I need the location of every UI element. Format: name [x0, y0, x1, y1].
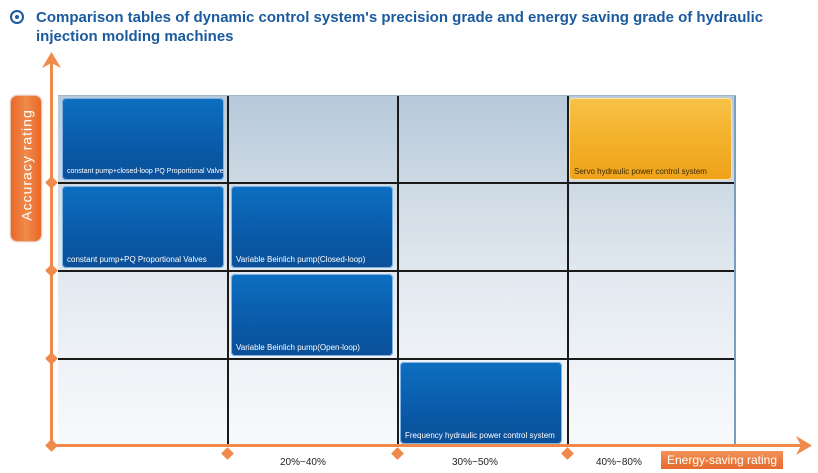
x-tick-diamond-icon	[221, 447, 234, 460]
x-axis-label: Energy-saving rating	[661, 451, 783, 469]
box-variable-beinlich-open-loop: Variable Beinlich pump(Open-loop)	[231, 274, 393, 356]
y-tick-diamond-icon	[45, 176, 58, 189]
y-axis	[50, 62, 53, 447]
box-variable-beinlich-closed-loop: Variable Beinlich pump(Closed-loop)	[231, 186, 393, 268]
y-axis-arrow-icon	[42, 52, 61, 68]
x-axis	[50, 444, 802, 447]
y-axis-label-box: Accuracy rating	[11, 96, 41, 241]
box-constant-pump-closed-loop-pq: constant pump+closed-loop PQ Proportiona…	[62, 98, 224, 180]
x-tick-label: 20%~40%	[280, 457, 326, 468]
x-axis-arrow-icon	[796, 436, 812, 455]
page-title: Comparison tables of dynamic control sys…	[36, 9, 764, 45]
y-tick-diamond-icon	[45, 264, 58, 277]
origin-diamond-icon	[45, 439, 58, 452]
box-frequency-hydraulic: Frequency hydraulic power control system	[400, 362, 562, 444]
box-servo-hydraulic: Servo hydraulic power control system	[569, 98, 732, 180]
box-constant-pump-pq: constant pump+PQ Proportional Valves	[62, 186, 224, 268]
x-tick-diamond-icon	[561, 447, 574, 460]
bullet-icon	[10, 10, 24, 24]
x-tick-label: 40%~80%	[596, 457, 642, 468]
y-axis-label: Accuracy rating	[18, 109, 35, 221]
x-tick-label: 30%~50%	[452, 457, 498, 468]
y-tick-diamond-icon	[45, 352, 58, 365]
x-tick-diamond-icon	[391, 447, 404, 460]
